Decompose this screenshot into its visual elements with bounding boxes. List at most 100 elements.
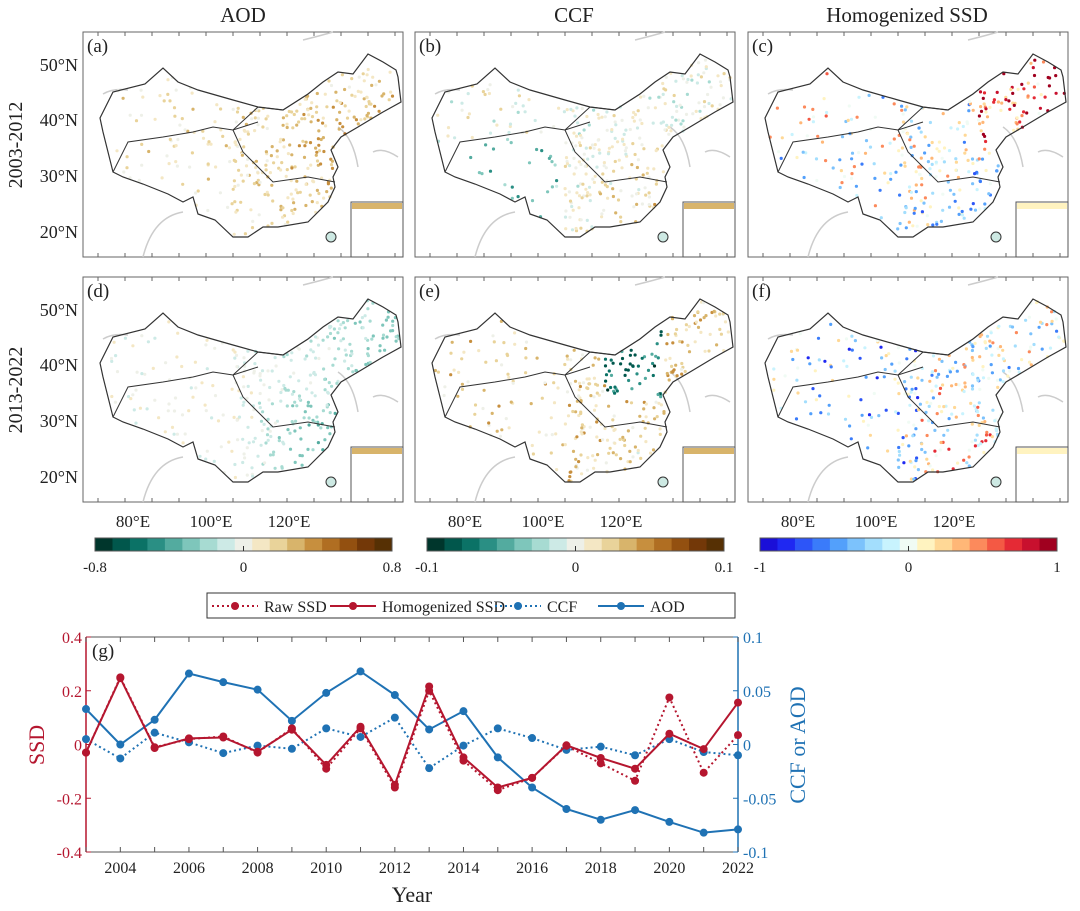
- colorbar-swatch: [339, 538, 358, 551]
- station-dot: [227, 440, 231, 444]
- station-dot: [647, 191, 651, 195]
- station-dot: [209, 142, 213, 146]
- station-dot: [264, 163, 268, 167]
- station-dot: [287, 109, 291, 114]
- hainan-island: [657, 476, 669, 488]
- station-dot: [313, 373, 317, 377]
- station-dot: [898, 193, 902, 197]
- station-dot: [173, 396, 178, 400]
- station-dot: [696, 325, 701, 329]
- station-dot: [327, 79, 331, 83]
- station-dot: [981, 368, 985, 372]
- station-dot: [291, 126, 295, 130]
- station-dot: [235, 365, 239, 369]
- x-tick-label: 2014: [447, 860, 479, 877]
- station-dot: [482, 388, 486, 392]
- station-dot: [937, 140, 941, 144]
- station-dot: [1016, 366, 1021, 371]
- station-dot: [994, 427, 998, 431]
- station-dot: [576, 121, 580, 125]
- station-dot: [981, 132, 985, 136]
- station-dot: [232, 179, 236, 183]
- station-dot: [935, 412, 939, 416]
- station-dot: [933, 369, 938, 373]
- y-left-axis-label: SSD: [24, 725, 49, 765]
- station-dot: [319, 426, 323, 430]
- station-dot: [919, 156, 923, 160]
- station-dot: [659, 330, 663, 334]
- station-dot: [1033, 58, 1037, 62]
- station-dot: [204, 409, 208, 413]
- station-dot: [951, 366, 955, 370]
- station-dot: [901, 436, 905, 440]
- station-dot: [896, 411, 900, 415]
- station-dot: [1054, 74, 1058, 78]
- station-dot: [860, 162, 864, 166]
- station-dot: [193, 360, 197, 364]
- station-dot: [632, 205, 636, 209]
- station-dot: [967, 99, 972, 104]
- station-dot: [680, 340, 684, 344]
- station-dot: [585, 468, 589, 472]
- station-dot: [965, 461, 969, 465]
- longitude-label: 80°E: [116, 512, 150, 531]
- colorbar-swatch: [917, 538, 936, 551]
- station-dot: [1008, 369, 1012, 373]
- station-dot: [261, 410, 265, 414]
- station-dot: [115, 370, 120, 374]
- station-dot: [550, 433, 554, 437]
- station-dot: [928, 379, 932, 383]
- station-dot: [491, 147, 496, 151]
- south-china-sea-inset: [350, 446, 404, 503]
- station-dot: [937, 372, 941, 376]
- colorbar-swatch: [882, 538, 901, 551]
- station-dot: [964, 148, 968, 152]
- station-dot: [264, 117, 268, 121]
- station-dot: [824, 159, 828, 163]
- station-dot: [564, 227, 568, 231]
- colorbar-swatch: [706, 538, 725, 551]
- station-dot: [595, 391, 599, 395]
- station-dot: [510, 196, 514, 200]
- station-dot: [967, 109, 971, 113]
- station-dot: [606, 388, 610, 392]
- colorbar-swatch: [287, 538, 306, 551]
- station-dot: [971, 345, 975, 349]
- station-dot: [323, 388, 327, 392]
- station-dot: [190, 91, 194, 95]
- point-aod: [287, 716, 296, 725]
- station-dot: [604, 379, 608, 383]
- station-dot: [167, 162, 171, 166]
- region-boundary: [232, 338, 309, 376]
- point-homogenized-ssd: [219, 733, 228, 742]
- station-dot: [962, 389, 966, 394]
- station-dot: [368, 319, 372, 323]
- station-dot: [926, 223, 930, 227]
- station-dot: [805, 134, 809, 138]
- station-dot: [636, 109, 640, 113]
- station-dot: [516, 195, 520, 199]
- station-dot: [1038, 106, 1042, 110]
- station-dot: [266, 427, 270, 431]
- station-dot: [665, 342, 669, 346]
- station-dot: [654, 400, 658, 404]
- station-dot: [373, 104, 377, 108]
- station-dot: [631, 115, 635, 120]
- station-dot: [905, 105, 909, 109]
- station-dot: [619, 189, 623, 193]
- station-dot: [508, 124, 512, 129]
- region-boundary: [232, 93, 309, 131]
- station-dot: [568, 215, 572, 219]
- station-dot: [678, 103, 682, 107]
- station-dot: [263, 192, 267, 197]
- station-dot: [605, 438, 610, 442]
- station-dot: [297, 120, 301, 124]
- x-tick-label: 2012: [379, 860, 411, 877]
- station-dot: [879, 345, 883, 349]
- station-dot: [531, 452, 535, 456]
- longitude-label: 100°E: [855, 512, 898, 531]
- station-dot: [985, 334, 990, 338]
- colorbar-swatch: [619, 538, 638, 551]
- station-dot: [539, 130, 543, 134]
- station-dot: [507, 426, 511, 430]
